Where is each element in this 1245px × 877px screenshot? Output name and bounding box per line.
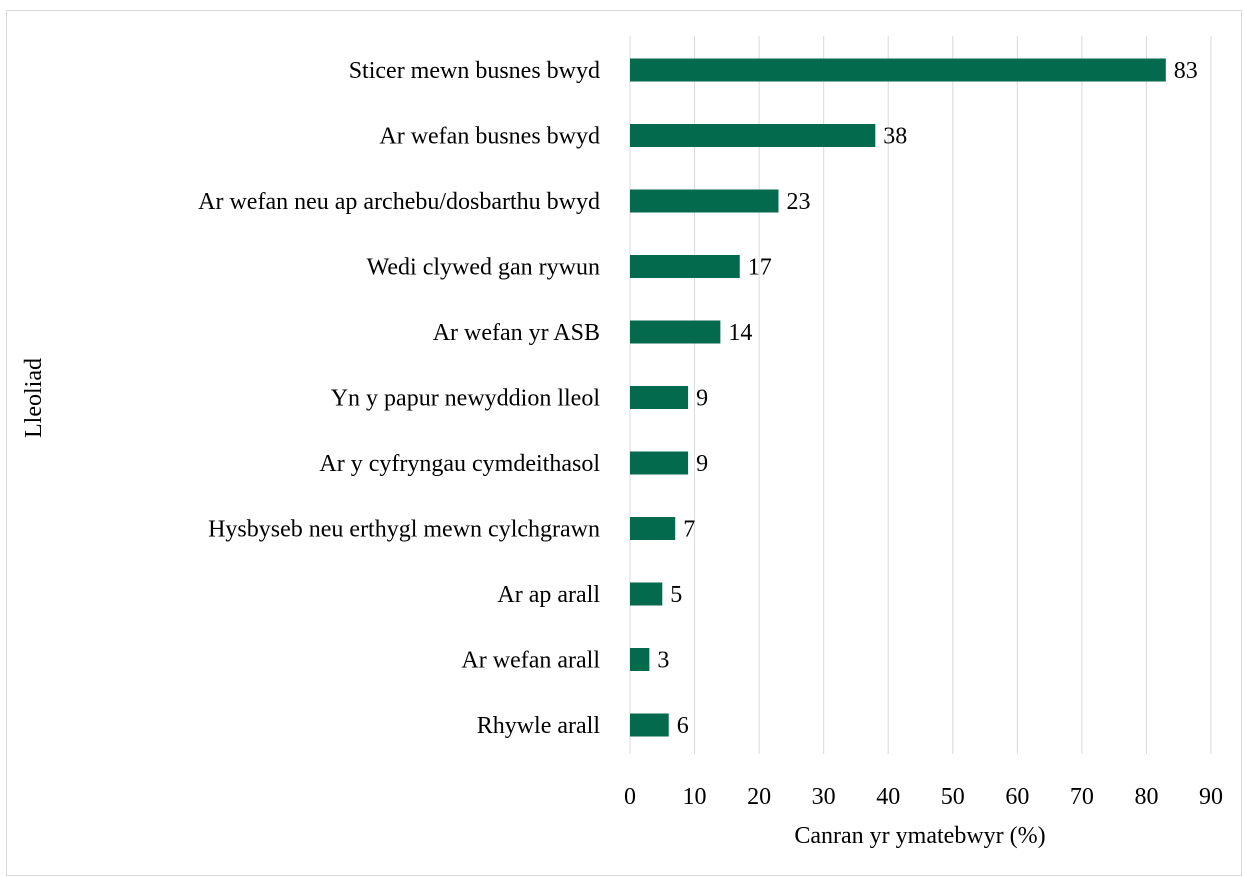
bar-value-label: 9 [696,386,708,412]
x-tick-label: 90 [1199,784,1223,810]
value-labels: 83 38 23 17 14 9 9 7 5 3 6 [657,58,1197,739]
bar-value-label: 14 [728,320,752,346]
x-tick-label: 50 [941,784,965,810]
bars [630,58,1166,737]
bar-value-label: 3 [657,648,669,674]
x-tick-label: 80 [1134,784,1158,810]
category-labels: Sticer mewn busnes bwyd Ar wefan busnes b… [198,58,600,739]
bar-value-label: 83 [1174,58,1198,84]
bar [630,386,689,409]
bar-value-label: 38 [883,124,907,150]
bar-value-label: 17 [748,255,772,281]
category-label: Hysbyseb neu erthygl mewn cylchgrawn [208,517,600,543]
bar [630,582,663,606]
x-tick-label: 20 [747,784,771,810]
category-label: Ar wefan yr ASB [433,320,600,346]
bar-value-label: 9 [696,451,708,477]
x-tick-label: 0 [624,784,636,810]
category-label: Yn y papur newyddion lleol [331,386,601,412]
bar [630,189,779,213]
x-tick-label: 40 [876,784,900,810]
x-tick-label: 70 [1070,784,1094,810]
bar [630,255,740,278]
gridlines [629,36,1212,754]
category-label: Ar wefan arall [461,648,600,674]
x-axis-title: Canran yr ymatebwyr (%) [794,823,1045,849]
x-tick-labels: 0 10 20 30 40 50 60 70 80 90 [624,784,1223,810]
bar [630,320,721,344]
x-tick-label: 30 [812,784,836,810]
bar [630,124,876,147]
category-label: Ar wefan busnes bwyd [379,124,600,150]
x-tick-label: 10 [683,784,707,810]
category-label: Ar ap arall [497,582,600,608]
bar-value-label: 6 [677,713,689,739]
category-label: Ar y cyfryngau cymdeithasol [319,451,600,477]
category-label: Wedi clywed gan rywun [367,255,600,281]
bar [630,58,1166,82]
category-label: Sticer mewn busnes bwyd [349,58,600,84]
bar-value-label: 7 [683,517,695,543]
x-tick-label: 60 [1005,784,1029,810]
bar-value-label: 23 [786,189,810,215]
category-label: Rhywle arall [477,713,601,739]
bar [630,451,689,475]
y-axis-title: Lleoliad [21,358,47,438]
category-label: Ar wefan neu ap archebu/dosbarthu bwyd [198,189,600,215]
bar [630,648,650,671]
chart-frame [6,10,1242,876]
bar [630,713,669,737]
bar-value-label: 5 [670,582,682,608]
bar [630,517,676,540]
